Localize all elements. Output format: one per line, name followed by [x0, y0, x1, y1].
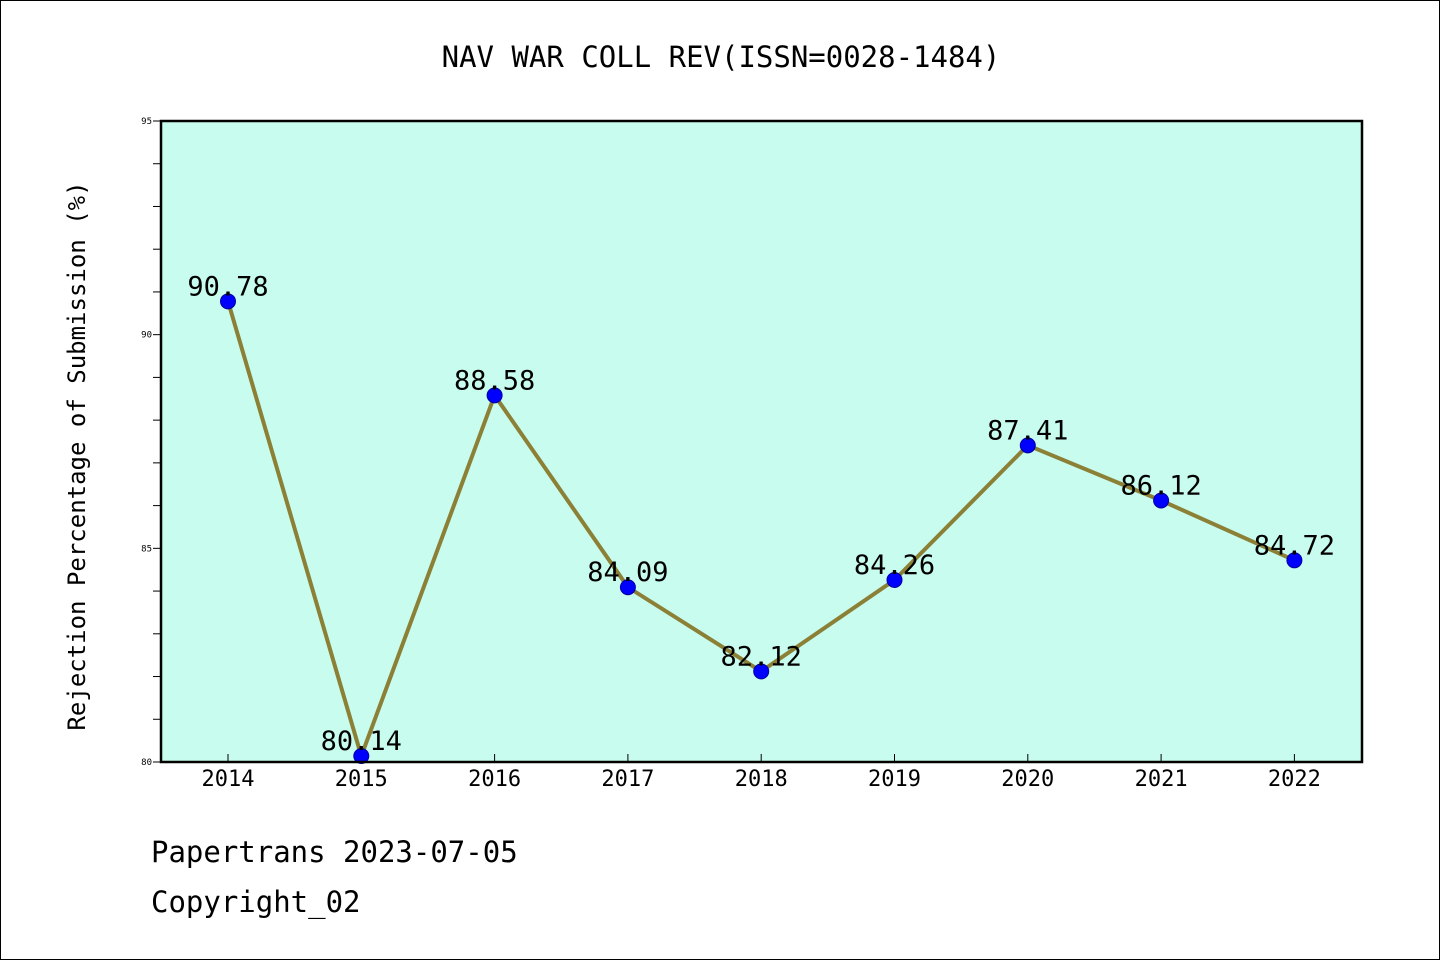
- data-point: [753, 663, 770, 680]
- series-layer: 90.78 80.14 88.58 84.09 82.12 84.26 87.41 86.12…: [187, 271, 1335, 765]
- x-tick-label: 2018: [735, 767, 788, 792]
- data-point: [220, 293, 236, 310]
- x-tick-label: 2017: [601, 767, 654, 792]
- y-axis-label: Rejection Percentage of Submission (%): [63, 181, 91, 730]
- footer-copyright-line: Copyright_02: [151, 885, 361, 919]
- data-label: 88.58: [454, 365, 535, 396]
- x-axis-ticks: 2014 2015 2016 2017 2018 2019 2020 2021 2022: [202, 754, 1321, 792]
- y-tick-label: 95: [141, 117, 152, 127]
- y-tick-label: 80: [141, 758, 152, 768]
- y-axis-ticks: 80 85 90 95: [141, 117, 161, 768]
- y-tick-label: 85: [141, 544, 152, 554]
- data-label: 84.26: [854, 550, 935, 581]
- data-label: 80.14: [321, 726, 402, 757]
- plot-border: [159, 119, 1364, 764]
- plot-area: [161, 121, 1362, 762]
- x-tick-label: 2016: [468, 767, 521, 792]
- x-tick-label: 2021: [1135, 767, 1188, 792]
- x-tick-label: 2020: [1001, 767, 1054, 792]
- data-point: [1153, 492, 1170, 509]
- data-label: 90.78: [187, 271, 268, 302]
- data-point: [1286, 552, 1303, 569]
- data-point: [1019, 437, 1036, 454]
- data-label: 84.09: [587, 557, 668, 588]
- y-tick-label: 90: [141, 331, 152, 341]
- data-point: [886, 571, 903, 588]
- chart-title: NAV WAR COLL REV(ISSN=0028-1484): [442, 40, 1001, 74]
- x-tick-label: 2022: [1268, 767, 1321, 792]
- data-point: [619, 579, 636, 596]
- x-tick-label: 2019: [868, 767, 921, 792]
- x-tick-label: 2014: [202, 767, 255, 792]
- data-label: 82.12: [721, 641, 802, 672]
- data-point: [486, 387, 503, 404]
- data-point: [353, 748, 370, 765]
- x-tick-label: 2015: [335, 767, 388, 792]
- data-label: 86.12: [1120, 470, 1201, 501]
- data-label: 84.72: [1254, 530, 1335, 561]
- data-label: 87.41: [987, 415, 1068, 446]
- footer-date-line: Papertrans 2023-07-05: [151, 835, 518, 869]
